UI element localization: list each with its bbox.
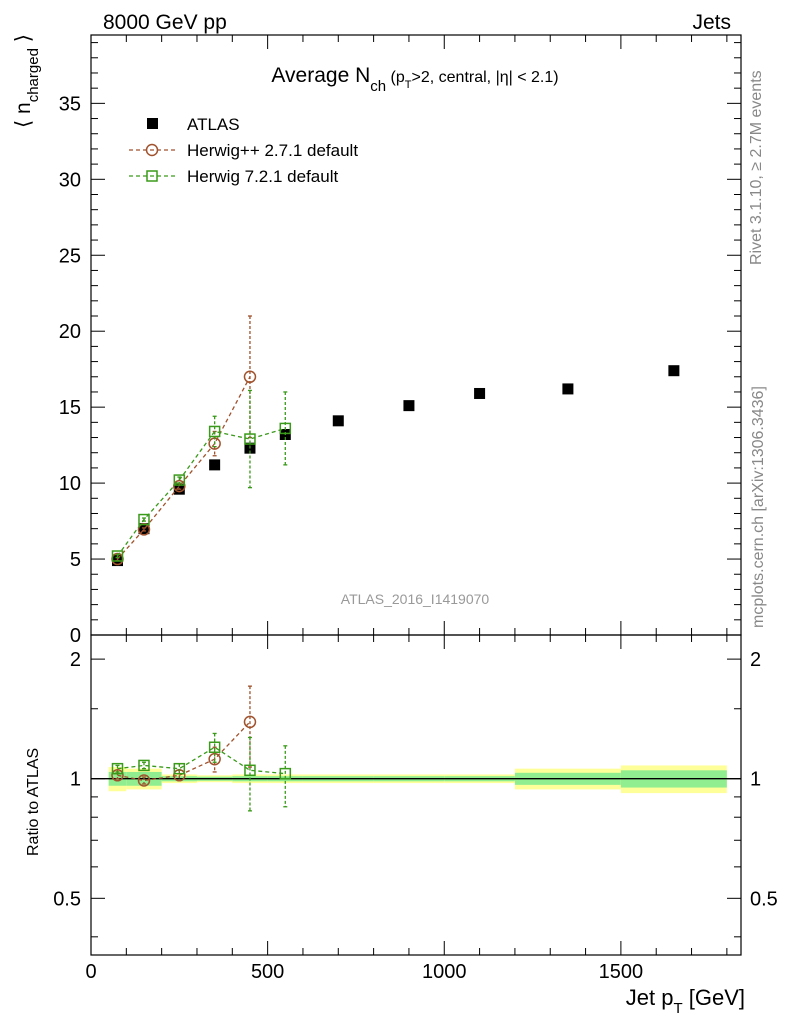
- herwig7-main-point: [138, 513, 150, 526]
- y-tick-label-ratio-right: 0.5: [750, 888, 778, 910]
- ratio-plot-frame: [90, 634, 742, 956]
- herwigpp-main-point: [243, 370, 257, 384]
- herwig7-ratio-point: [173, 762, 186, 775]
- herwig7-main-point: [173, 474, 186, 486]
- legend-label-herwigpp: Herwig++ 2.7.1 default: [187, 141, 358, 160]
- y-tick-label-main: 25: [59, 245, 81, 267]
- atlas-data-point: [562, 383, 574, 395]
- header-right: Jets: [692, 11, 731, 34]
- x-tick-label: 1500: [599, 961, 644, 983]
- herwigpp-ratio-point: [243, 715, 257, 729]
- herwigpp-ratio-point: [111, 769, 124, 782]
- x-tick-label: 0: [85, 961, 96, 983]
- atlas-data-point: [403, 400, 415, 412]
- atlas-data-point: [474, 387, 486, 399]
- atlas-data-point: [668, 365, 680, 377]
- herwig7-main-line: [116, 427, 286, 557]
- atlas-data-point: [209, 459, 221, 471]
- y-tick-label-main: 15: [59, 397, 81, 419]
- legend-marker-herwigpp: [145, 143, 159, 157]
- y-tick-label-main: 30: [59, 169, 81, 191]
- x-axis-label: Jet pT [GeV]: [626, 985, 745, 1017]
- legend-marker-atlas: [147, 118, 158, 129]
- y-tick-label-ratio: 1: [70, 769, 81, 791]
- x-tick-label: 1000: [422, 961, 467, 983]
- y-tick-label-main: 5: [70, 549, 81, 571]
- y-tick-label-main: 20: [59, 321, 81, 343]
- herwig7-ratio-point: [279, 767, 292, 780]
- herwig7-main-point: [244, 433, 256, 445]
- y-tick-label-ratio: 0.5: [53, 888, 81, 910]
- x-tick-label: 500: [251, 961, 284, 983]
- legend-label-atlas: ATLAS: [187, 115, 240, 134]
- herwigpp-ratio-line: [117, 721, 251, 782]
- y-tick-label-ratio: 2: [70, 649, 81, 671]
- rivet-label: Rivet 3.1.10, ≥ 2.7M events: [748, 70, 765, 265]
- y-axis-label-main: ⟨ ncharged ⟩: [12, 34, 42, 128]
- herwig7-ratio-point: [244, 764, 256, 777]
- y-tick-label-main: 0: [70, 625, 81, 647]
- y-tick-label-main: 35: [59, 93, 81, 115]
- herwigpp-main-line: [117, 376, 251, 560]
- herwig7-main-point: [111, 550, 124, 562]
- herwig7-main-point: [279, 422, 292, 435]
- y-tick-label-ratio-right: 2: [750, 649, 761, 671]
- herwig7-main-point: [208, 425, 221, 438]
- herwig7-ratio-point: [111, 762, 124, 775]
- legend: ATLAS Herwig++ 2.7.1 default Herwig 7.2.…: [129, 115, 358, 186]
- y-axis-label-ratio: Ratio to ATLAS: [25, 748, 42, 856]
- herwigpp-ratio-point: [137, 774, 151, 787]
- legend-label-herwig7: Herwig 7.2.1 default: [187, 167, 338, 186]
- herwig7-ratio-point: [208, 741, 221, 754]
- herwig7-ratio-point: [138, 759, 150, 772]
- y-tick-label-ratio-right: 1: [750, 769, 761, 791]
- atlas-data-point: [332, 415, 344, 427]
- header-left: 8000 GeV pp: [103, 11, 227, 34]
- y-tick-label-main: 10: [59, 473, 81, 495]
- mcplots-label: mcplots.cern.ch [arXiv:1306.3436]: [750, 386, 767, 628]
- herwigpp-main-point: [173, 479, 186, 493]
- analysis-tag: ATLAS_2016_I1419070: [341, 591, 490, 607]
- chart-title: Average Nch (pT>2, central, |η| < 2.1): [271, 64, 558, 95]
- legend-marker-herwig7: [146, 170, 158, 182]
